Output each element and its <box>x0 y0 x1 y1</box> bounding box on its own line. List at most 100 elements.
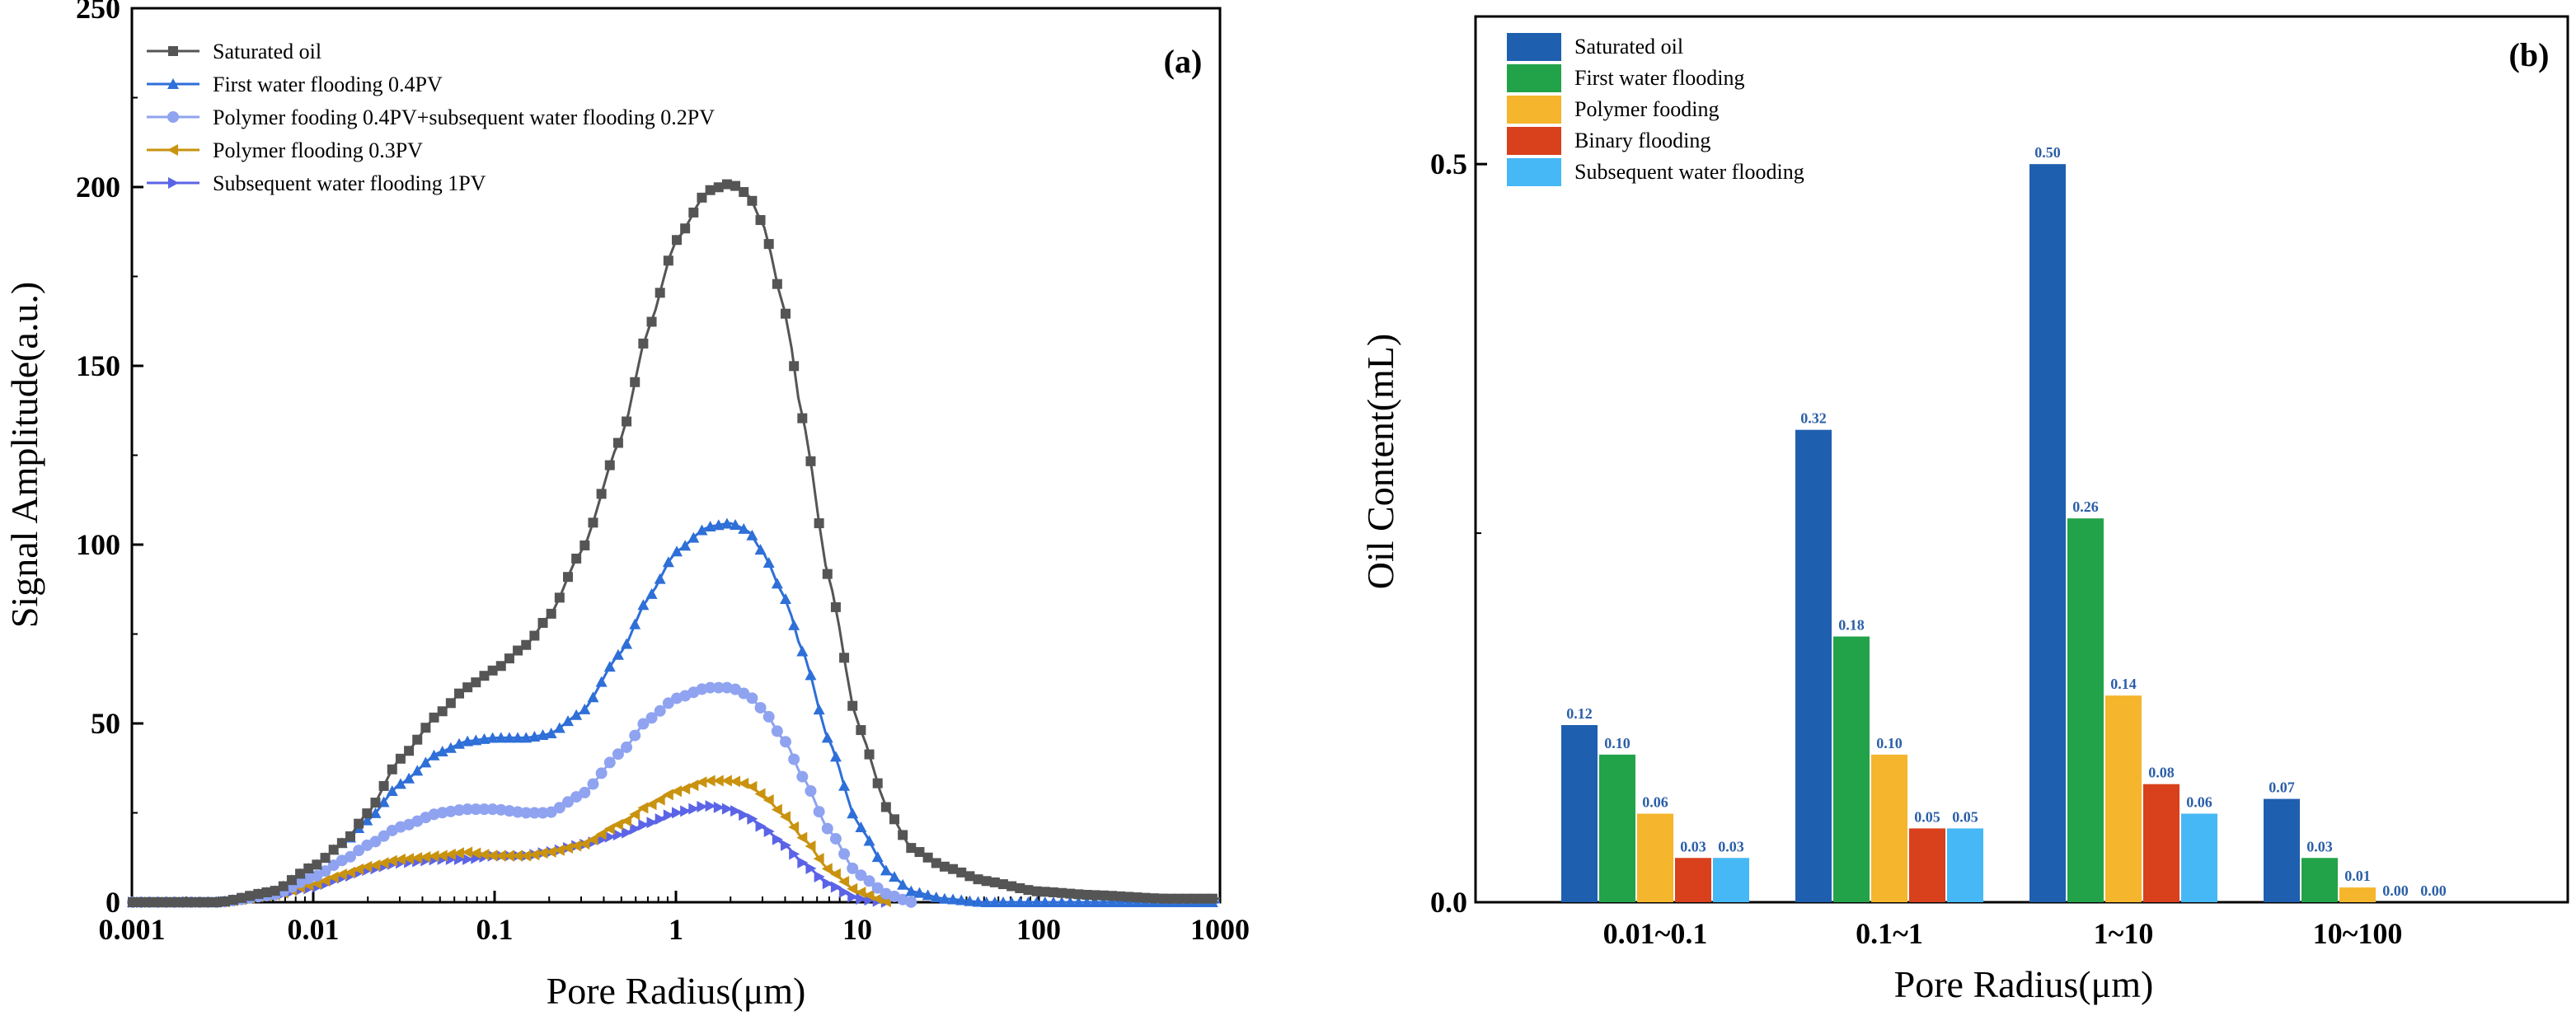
chart-a-data-point <box>939 861 950 872</box>
chart-a-data-point <box>762 557 775 569</box>
chart-a-data-point <box>746 780 758 793</box>
chart-a-data-point <box>261 887 272 897</box>
chart-b-bar <box>2264 798 2300 902</box>
chart-b-bar <box>1599 754 1635 902</box>
chart-a-data-point <box>529 630 540 641</box>
chart-b-y-tick-label: 0.0 <box>1430 886 1467 919</box>
chart-a-data-point <box>805 456 816 466</box>
chart-a-data-point <box>629 808 640 821</box>
chart-a-data-point <box>771 578 783 589</box>
chart-a-data-point <box>1064 896 1077 907</box>
chart-a-data-point <box>720 517 733 529</box>
chart-a-data-point <box>319 874 331 887</box>
chart-b: 0.00.5 0.120.100.060.03 0.030.01~0.10.320… <box>1359 15 2569 1005</box>
chart-a-data-point <box>712 775 724 787</box>
chart-a-data-point <box>780 811 791 823</box>
chart-b-x-tick-label: 0.01~0.1 <box>1603 917 1708 950</box>
chart-a-ticks: 0.001 0.01 0.1 1 10 100 1000 0 50 100 150 200 250 <box>76 0 1250 946</box>
chart-a-data-point <box>453 847 464 859</box>
chart-a-data-point <box>805 840 816 853</box>
chart-a-data-point <box>871 882 884 894</box>
chart-a-x-tick-label: 0.1 <box>476 913 514 946</box>
chart-a-data-point <box>1030 896 1043 907</box>
chart-a-data-point <box>814 518 824 529</box>
chart-a-data-point <box>595 676 608 687</box>
chart-a-data-point <box>1056 896 1068 907</box>
chart-a-data-point <box>955 894 968 906</box>
chart-a-data-point <box>988 896 1001 907</box>
chart-a-data-point <box>403 853 415 865</box>
chart-a-data-point <box>922 889 934 901</box>
chart-a-data-point <box>796 831 808 844</box>
chart-b-legend-label: Subsequent water flooding <box>1574 160 1804 184</box>
chart-a-data-point <box>387 764 397 775</box>
chart-a-data-point <box>152 897 163 907</box>
chart-a-data-point <box>537 729 549 741</box>
chart-a-y-tick-label: 100 <box>76 528 120 561</box>
chart-a-legend-item: Polymer fooding 0.4PV+subsequent water f… <box>147 105 715 129</box>
chart-a-data-point <box>788 821 800 833</box>
chart-b-legend-item: Binary flooding <box>1507 127 1710 155</box>
chart-a-data-point <box>462 853 474 865</box>
chart-a-data-point <box>495 849 506 862</box>
chart-a-data-point <box>645 712 658 724</box>
chart-a-data-point <box>898 830 908 840</box>
chart-a-series-1 <box>127 517 1220 907</box>
chart-a-data-point <box>545 845 556 858</box>
chart-a-data-point <box>839 886 851 898</box>
chart-a-data-point <box>596 489 607 499</box>
chart-a-data-point <box>554 592 565 603</box>
chart-a-data-point <box>520 807 533 819</box>
chart-a-data-point <box>704 521 716 532</box>
chart-a-data-point <box>462 803 474 816</box>
chart-a-data-point <box>712 519 725 531</box>
chart-a-data-point <box>378 857 389 869</box>
chart-b-bar-value-label: 0.14 <box>2110 676 2137 692</box>
chart-a-data-point <box>704 681 716 694</box>
chart-a-series-line <box>132 686 913 904</box>
chart-a-legend-label: Subsequent water flooding 1PV <box>213 171 486 195</box>
chart-a-data-point <box>520 732 533 743</box>
chart-a-data-point <box>537 807 549 819</box>
chart-a-data-point <box>562 715 574 727</box>
chart-a-data-point <box>730 775 741 788</box>
chart-b-legend-item: First water flooding <box>1507 64 1745 92</box>
chart-a-data-point <box>830 881 842 893</box>
chart-a-data-point <box>797 413 808 424</box>
chart-a-data-point <box>403 772 415 784</box>
chart-a-data-point <box>721 803 733 815</box>
chart-b-bar-value-label: 0.26 <box>2072 498 2099 515</box>
chart-a-data-point <box>747 812 758 825</box>
chart-a-data-point <box>821 732 833 743</box>
chart-a-data-point <box>245 891 256 901</box>
chart-b-bar-value-label: 0.01 <box>2344 868 2371 884</box>
chart-a-data-point <box>478 732 490 744</box>
chart-a-data-point <box>797 857 809 869</box>
chart-a-data-point <box>897 878 909 890</box>
chart-a-data-point <box>570 709 583 720</box>
chart-a-data-point <box>671 785 682 798</box>
chart-a-data-point <box>528 849 540 861</box>
chart-a-data-point <box>512 806 524 818</box>
chart-a-data-point <box>755 215 766 226</box>
chart-a-data-point <box>931 858 941 868</box>
chart-a-x-tick-label: 1 <box>669 913 683 946</box>
chart-a-data-point <box>270 886 280 896</box>
chart-a-data-point <box>378 780 389 791</box>
chart-b-group: 0.07 0.03 0.01 0.00 0.00 10~100 <box>2264 779 2447 950</box>
chart-a-data-point <box>1047 896 1059 907</box>
chart-b-legend-item: Saturated oil <box>1507 33 1683 61</box>
chart-a-data-point <box>495 803 507 816</box>
chart-a-data-point <box>1098 890 1109 901</box>
chart-b-group: 0.32 0.18 0.10 0.05 0.05 0.1~1 <box>1795 410 1983 950</box>
chart-a-data-point <box>378 830 390 842</box>
chart-a-data-point <box>562 841 573 854</box>
chart-b-bar-value-label: 0.03 <box>2306 838 2333 854</box>
chart-a-data-point <box>822 878 833 890</box>
chart-a-legend-label: Saturated oil <box>213 40 321 63</box>
chart-a-data-point <box>621 815 632 827</box>
chart-a-data-point <box>228 895 238 906</box>
chart-a-data-point <box>462 682 473 693</box>
chart-a-data-point <box>219 896 230 906</box>
chart-b-bar <box>2067 518 2104 902</box>
